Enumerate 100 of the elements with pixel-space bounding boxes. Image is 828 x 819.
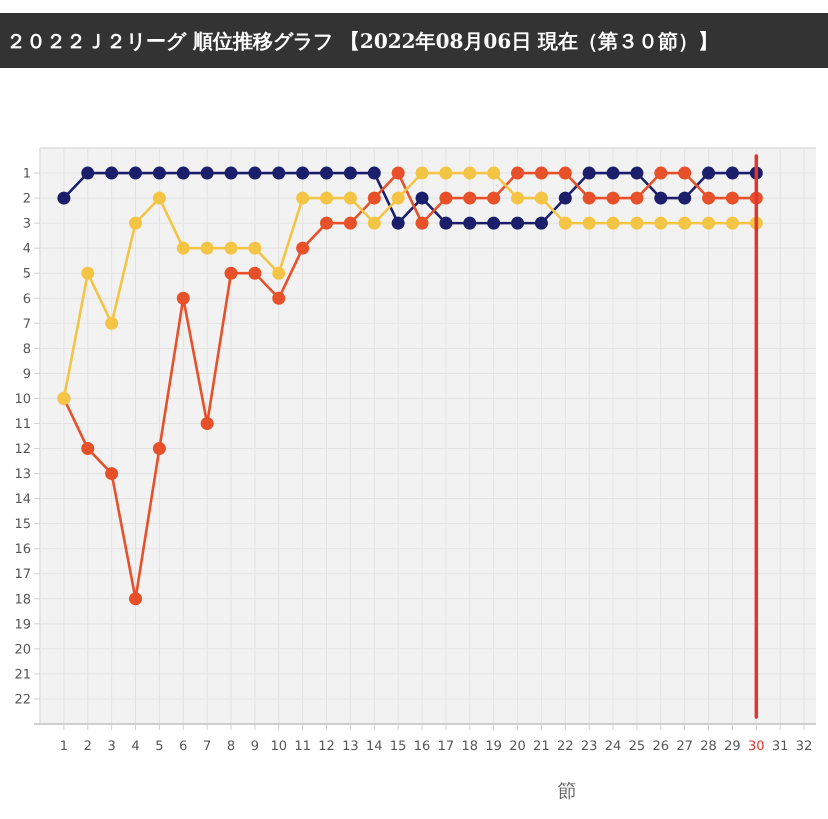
y-tick-label: 22 (14, 692, 31, 708)
point (296, 166, 310, 180)
x-tick-label: 5 (155, 739, 164, 754)
point (81, 266, 94, 280)
point (416, 216, 429, 230)
point (582, 192, 596, 205)
point (534, 216, 548, 230)
point (224, 242, 238, 255)
point (272, 292, 286, 305)
point (726, 216, 739, 230)
y-tick-label: 21 (14, 667, 31, 682)
point (224, 166, 238, 180)
x-tick-label: 21 (533, 739, 550, 754)
point (463, 192, 476, 205)
point (654, 216, 668, 230)
y-tick-label: 8 (22, 342, 31, 357)
point (534, 166, 548, 180)
x-tick-label: 22 (557, 739, 574, 754)
point (320, 192, 334, 205)
point (368, 192, 381, 205)
point (392, 192, 405, 205)
x-tick-label: 11 (294, 739, 311, 754)
y-tick-label: 2 (22, 192, 31, 207)
point (511, 192, 524, 205)
y-tick-label: 13 (14, 467, 31, 482)
y-tick-label: 16 (14, 542, 31, 558)
y-tick-label: 14 (14, 492, 31, 508)
x-tick-label: 8 (226, 739, 236, 754)
x-tick-label: 7 (203, 739, 212, 754)
point (368, 166, 381, 180)
point (176, 166, 190, 180)
point (582, 216, 596, 230)
point (487, 216, 500, 230)
point (176, 292, 190, 305)
point (200, 166, 214, 180)
x-tick-label: 19 (485, 739, 502, 754)
x-tick-label: 1 (60, 739, 68, 754)
point (582, 166, 596, 180)
point (606, 192, 620, 205)
x-tick-label: 10 (270, 739, 288, 754)
point (344, 166, 357, 180)
point (392, 166, 405, 180)
x-tick-label: 24 (604, 739, 622, 754)
point (248, 166, 262, 180)
x-tick-label: 26 (652, 739, 670, 754)
point (105, 166, 118, 180)
point (224, 266, 238, 280)
x-tick-label: 4 (131, 739, 140, 754)
chart-title: ２０２２Ｊ２リーグ 順位推移グラフ 【2022年08月06日 現在（第３０節）】 (6, 29, 718, 53)
point (105, 467, 118, 480)
point (200, 416, 214, 430)
x-tick-label: 25 (628, 739, 646, 754)
point (296, 192, 310, 205)
point (152, 442, 166, 456)
x-tick-label: 31 (772, 739, 788, 754)
point (320, 216, 334, 230)
point (606, 216, 620, 230)
point (368, 216, 381, 230)
point (511, 216, 524, 230)
point (392, 216, 405, 230)
point (558, 166, 572, 180)
y-tick-label: 5 (22, 266, 31, 282)
point (678, 192, 692, 205)
point (654, 192, 668, 205)
x-tick-label: 27 (676, 739, 693, 754)
point (439, 166, 452, 180)
point (439, 192, 452, 205)
point (248, 266, 262, 280)
y-tick-label: 10 (14, 392, 31, 407)
x-tick-label: 2 (84, 739, 92, 754)
point (511, 166, 524, 180)
x-tick-label: 20 (509, 739, 526, 754)
y-tick-label: 15 (14, 517, 31, 532)
point (320, 166, 334, 180)
x-tick-label: 18 (462, 739, 478, 754)
point (200, 242, 214, 255)
point (416, 166, 429, 180)
x-tick-label: 32 (796, 739, 812, 754)
point (678, 166, 692, 180)
point (534, 192, 548, 205)
x-tick-label: 9 (250, 739, 260, 754)
point (344, 216, 357, 230)
point (57, 192, 70, 205)
x-tick-label: 23 (580, 739, 598, 754)
point (630, 192, 644, 205)
y-tick-label: 20 (14, 642, 31, 658)
y-tick-label: 6 (22, 292, 31, 307)
point (630, 216, 644, 230)
point (344, 192, 357, 205)
y-tick-label: 3 (22, 216, 31, 232)
point (630, 166, 644, 180)
point (558, 216, 572, 230)
point (105, 316, 118, 330)
point (152, 166, 166, 180)
point (416, 192, 429, 205)
point (726, 192, 739, 205)
x-tick-label: 14 (366, 739, 383, 754)
point (129, 592, 142, 606)
y-tick-label: 12 (14, 442, 31, 458)
y-tick-label: 18 (14, 592, 31, 608)
